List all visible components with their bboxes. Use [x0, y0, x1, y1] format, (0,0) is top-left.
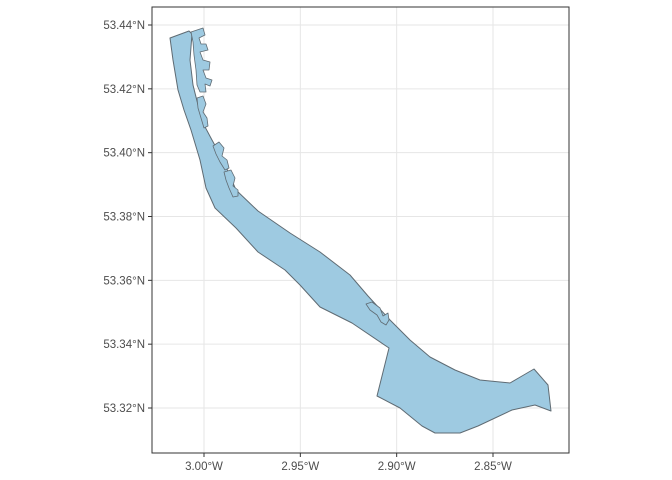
x-tick-label: 3.00°W: [185, 461, 223, 473]
x-tick-label: 2.85°W: [474, 461, 512, 473]
x-tick-label: 2.95°W: [281, 461, 319, 473]
y-tick-label: 53.44°N: [103, 20, 145, 32]
y-tick-label: 53.40°N: [103, 148, 145, 160]
y-tick-label: 53.34°N: [103, 339, 145, 351]
graticule-grid: [152, 7, 569, 453]
dock-basin-4: [223, 169, 239, 198]
dock-basin-north: [190, 27, 213, 93]
y-tick-label: 53.36°N: [103, 275, 145, 287]
y-tick-label: 53.38°N: [103, 212, 145, 224]
dock-complexes: [190, 27, 390, 326]
axes: 3.00°W 2.95°W 2.90°W 2.85°W 53.32°N 53.34°N 53…: [103, 20, 512, 473]
x-tick-label: 2.90°W: [378, 461, 416, 473]
y-tick-label: 53.42°N: [103, 84, 145, 96]
dock-basin-3: [212, 141, 230, 171]
panel-border: [151, 6, 570, 454]
river-estuary-polygon: [169, 30, 552, 434]
dock-basin-5: [365, 301, 390, 326]
y-tick-label: 53.32°N: [103, 403, 145, 415]
dock-basin-2: [196, 95, 209, 129]
